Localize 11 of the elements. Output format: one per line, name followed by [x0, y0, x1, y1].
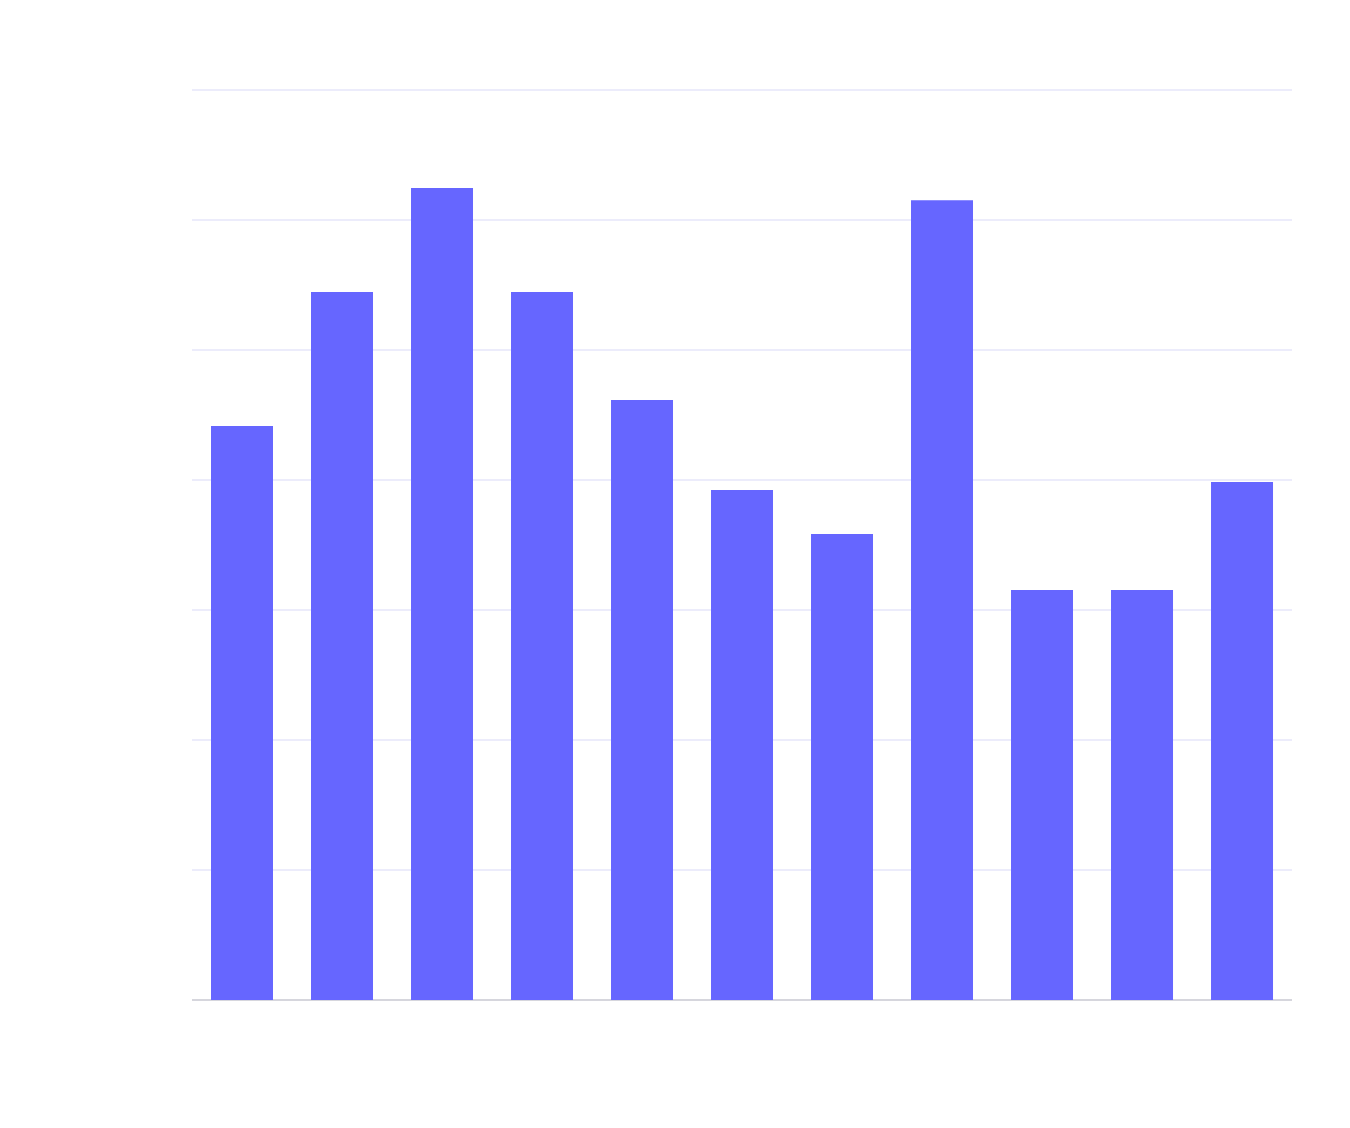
bar: [1011, 589, 1074, 1000]
bar: [711, 490, 774, 1000]
bar: [1211, 481, 1274, 1000]
bar: [511, 291, 574, 1000]
bar: [211, 425, 273, 1000]
bar: [1111, 589, 1174, 1000]
bar: [911, 200, 974, 1000]
bar: [811, 533, 874, 1000]
bar: [411, 187, 474, 1000]
bar: [311, 291, 374, 1000]
bar: [611, 399, 674, 1000]
